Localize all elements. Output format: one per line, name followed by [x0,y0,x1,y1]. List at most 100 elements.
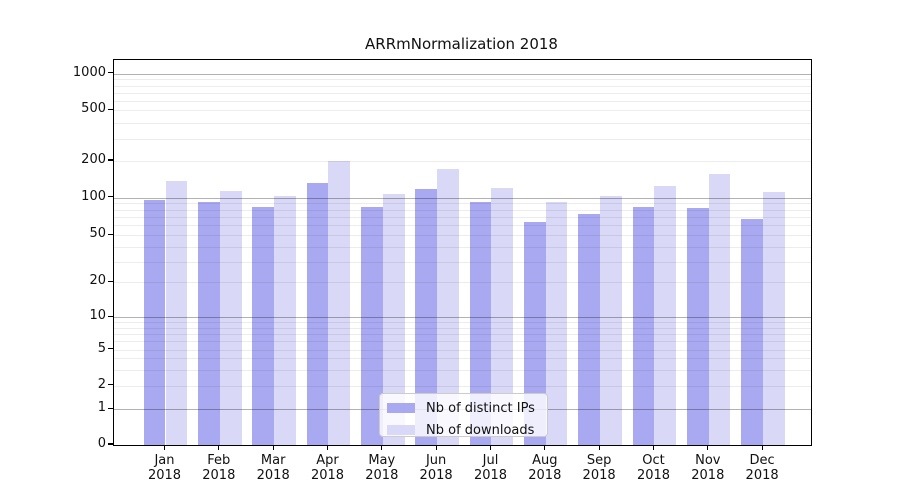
minor-gridline-8 [114,327,811,329]
x-tick-year: 2018 [582,468,616,483]
minor-gridline-50 [114,235,811,237]
legend-swatch-distinct-ips-icon [387,403,415,413]
minor-gridline-7 [114,333,811,335]
bar-distinct-ips-apr [306,183,329,445]
x-tick-label-dec: Dec 2018 [726,453,798,483]
bar-downloads-aug [545,202,568,445]
minor-gridline-700 [114,92,811,94]
x-tick-jan [163,445,166,450]
bar-downloads-mar [274,196,296,445]
minor-gridline-500 [114,110,811,112]
minor-gridline-900 [114,79,811,81]
bar-downloads-apr [328,161,351,445]
minor-gridline-80 [114,209,811,211]
x-tick-label-nov: Nov 2018 [672,453,744,483]
x-tick-month: Nov [695,453,721,468]
x-tick-nov [707,445,709,450]
minor-gridline-20 [114,282,811,284]
x-tick-year: 2018 [528,468,562,483]
x-tick-sep [598,445,600,450]
minor-gridline-4 [114,358,811,360]
x-tick-feb [218,445,220,450]
minor-gridline-600 [114,100,811,102]
bar-downloads-oct [654,186,677,445]
legend-item-distinct-ips: Nb of distinct IPs [387,398,547,418]
x-tick-month: Feb [207,453,231,468]
minor-gridline-30 [114,261,811,263]
minor-gridline-70 [114,217,811,218]
bar-downloads-jan [165,181,188,445]
x-tick-month: May [368,453,396,468]
bar-distinct-ips-sep [578,214,601,445]
minor-gridline-800 [114,85,811,87]
bar-distinct-ips-mar [252,207,275,445]
y-tick-label-500: 500 [81,101,106,117]
y-tick-label-50: 50 [89,226,106,242]
x-tick-month: Aug [532,453,558,468]
x-tick-label-oct: Oct 2018 [618,453,690,483]
y-tick-1000 [108,72,113,74]
legend-label-distinct-ips: Nb of distinct IPs [426,400,535,416]
minor-gridline-90 [114,203,811,205]
minor-gridline-40 [114,246,811,248]
bars-layer [114,60,811,445]
minor-gridline-400 [114,122,811,124]
bar-distinct-ips-oct [632,206,655,445]
major-gridline-10 [114,317,811,319]
minor-gridline-5 [114,349,811,351]
plot-area: Nb of distinct IPs Nb of downloads [113,59,812,446]
y-tick-label-20: 20 [89,273,106,289]
minor-gridline-9 [114,322,811,324]
x-tick-year: 2018 [419,468,453,483]
x-tick-label-jun: Jun 2018 [400,453,472,483]
x-tick-month: Sep [586,453,612,468]
y-tick-10 [108,315,113,317]
x-tick-mar [272,445,274,450]
x-tick-aug [544,445,546,450]
y-tick-20 [108,280,113,282]
y-tick-50 [108,233,113,235]
x-tick-label-mar: Mar 2018 [237,453,309,483]
bar-distinct-ips-jan [143,199,166,445]
chart-title: ARRmNormalization 2018 [365,35,558,53]
y-tick-500 [108,108,113,110]
x-tick-year: 2018 [147,468,182,483]
y-tick-5 [108,347,113,350]
x-tick-dec [761,445,763,450]
x-tick-year: 2018 [745,468,779,483]
bar-distinct-ips-nov [687,208,709,445]
x-tick-year: 2018 [473,468,508,483]
grid-layer [114,60,811,445]
y-tick-0 [108,443,113,445]
minor-gridline-6 [114,341,811,342]
y-tick-label-1: 1 [97,400,106,416]
x-tick-label-sep: Sep 2018 [563,453,635,483]
minor-gridline-60 [114,225,811,227]
x-tick-year: 2018 [256,468,290,483]
y-tick-label-5: 5 [97,340,106,356]
x-tick-month: Mar [260,453,286,468]
x-tick-month: Dec [749,453,775,468]
y-tick-label-200: 200 [81,152,106,167]
bar-downloads-dec [763,192,785,445]
y-tick-2 [108,384,113,386]
bar-downloads-feb [219,190,242,445]
x-tick-label-jan: Jan 2018 [129,453,201,483]
minor-gridline-300 [114,138,811,140]
minor-gridline-2 [114,385,811,387]
x-tick-month: Jul [482,453,499,468]
y-tick-label-0: 0 [97,436,106,451]
y-tick-label-100: 100 [81,188,106,204]
bar-downloads-nov [708,173,731,445]
x-tick-month: Jun [425,453,447,468]
legend-label-downloads: Nb of downloads [426,422,535,438]
x-tick-jul [489,445,492,450]
x-tick-year: 2018 [365,468,399,483]
x-tick-oct [652,445,655,450]
x-tick-year: 2018 [636,468,671,483]
major-gridline-1000 [114,73,811,75]
legend: Nb of distinct IPs Nb of downloads [379,393,548,438]
y-tick-label-1000: 1000 [72,64,106,80]
minor-gridline-200 [114,161,811,162]
x-tick-year: 2018 [691,468,725,483]
